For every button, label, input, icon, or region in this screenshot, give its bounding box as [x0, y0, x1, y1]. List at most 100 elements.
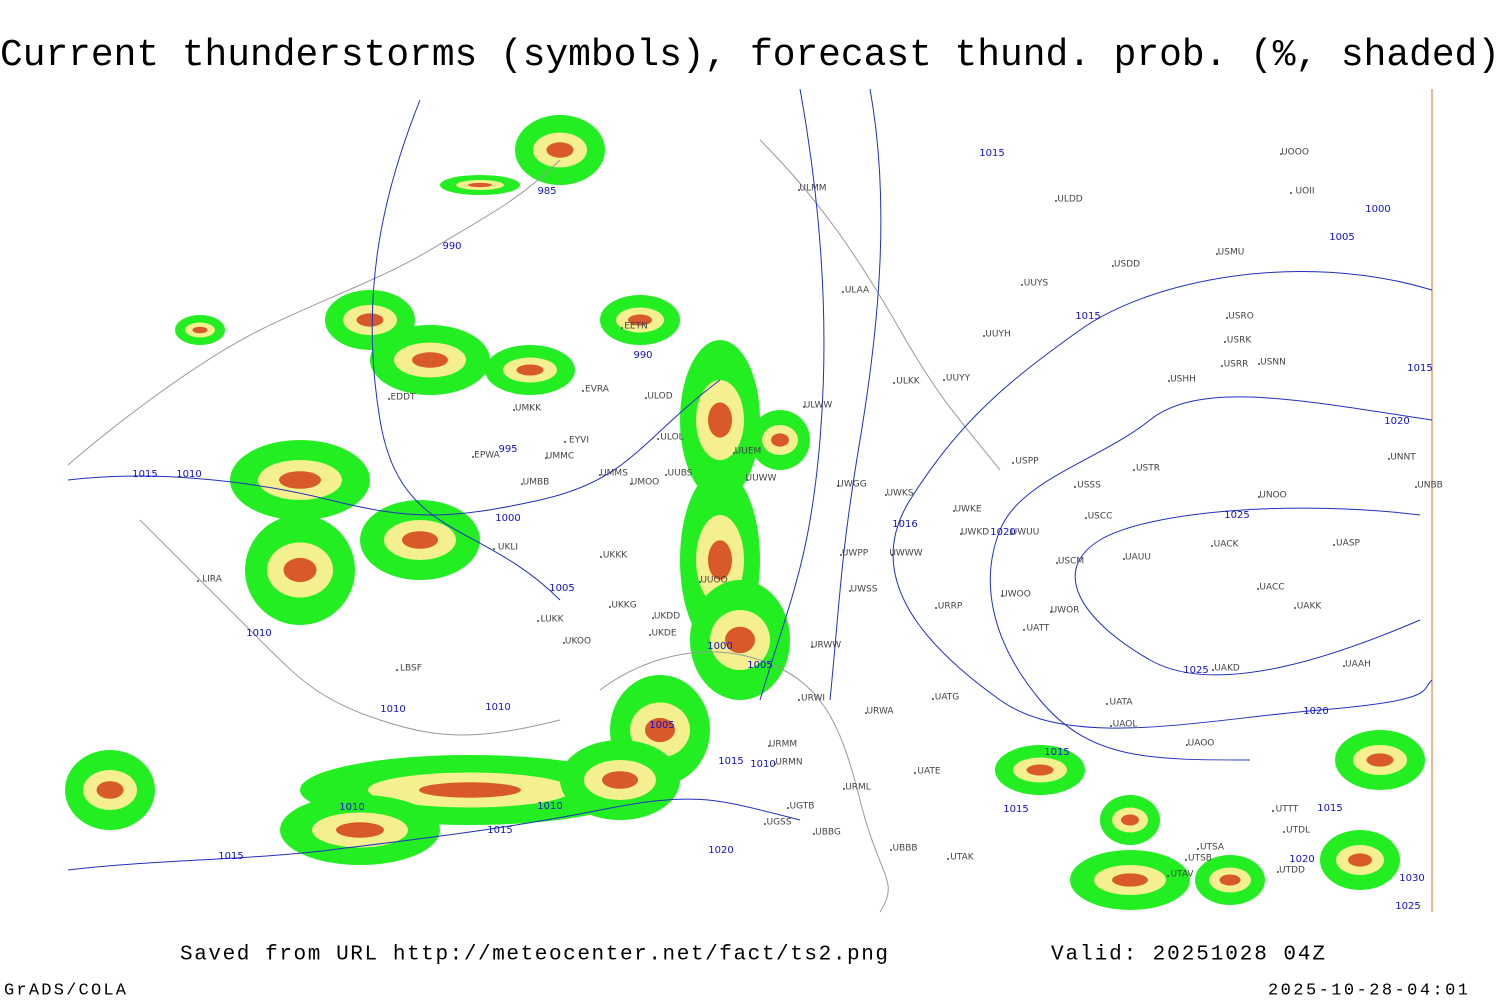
shade-high [356, 313, 384, 327]
station-dot [1290, 192, 1292, 194]
station-label: UWOO [1001, 590, 1031, 600]
station-label: ULAA [845, 286, 870, 296]
station-label: UNOO [1259, 491, 1287, 501]
shade-high [1026, 764, 1054, 776]
shade-high [645, 717, 675, 743]
station-label: LIRA [202, 575, 223, 585]
station-label: URWA [866, 707, 894, 717]
station-dot [563, 642, 565, 644]
station-label: UWOR [1051, 606, 1080, 616]
shade-high [771, 433, 789, 447]
coastline [139, 519, 561, 736]
station-dot [493, 548, 495, 550]
station-label: EPWA [474, 451, 501, 461]
station-dot [388, 398, 390, 400]
station-label: UBBG [815, 828, 841, 838]
station-label: UKDD [654, 612, 680, 622]
station-label: UGTB [790, 802, 815, 812]
station-dot [1085, 517, 1087, 519]
station-dot [843, 788, 845, 790]
isobar-label: 1030 [1399, 873, 1424, 884]
station-dot [1186, 744, 1188, 746]
isobar-label: 1010 [485, 702, 510, 713]
shade-high [468, 182, 492, 188]
station-dot [733, 452, 735, 454]
software: GrADS/COLA [4, 981, 127, 1000]
isobar-label: 1010 [750, 759, 775, 770]
station-label: UOII [1296, 187, 1315, 197]
station-dot [1415, 486, 1417, 488]
isobar-label: 1010 [537, 801, 562, 812]
station-label: UKLI [498, 543, 518, 553]
station-dot [787, 807, 789, 809]
station-label: UAKD [1214, 664, 1240, 674]
station-label: EYVI [569, 436, 589, 446]
station-dot [774, 763, 776, 765]
station-dot [1185, 859, 1187, 861]
isobar-label: 1000 [707, 641, 732, 652]
station-label: URWI [801, 694, 825, 704]
shade-high [516, 364, 544, 376]
station-label: ULWW [804, 401, 833, 411]
station-label: UWKS [886, 489, 913, 499]
station-label: EETN [624, 322, 648, 332]
station-label: UWGG [837, 480, 866, 490]
shade-high [283, 557, 317, 583]
isobar [759, 88, 825, 701]
station-dot [1216, 253, 1218, 255]
station-label: UUYY [946, 374, 971, 384]
station-label: UTSB [1188, 854, 1212, 864]
station-label: USNN [1260, 358, 1286, 368]
shade-high [1219, 874, 1241, 886]
station-label: ULMM [799, 184, 826, 194]
station-label: UGSS [767, 818, 792, 828]
station-label: URMM [769, 740, 797, 750]
shade-high [96, 781, 124, 799]
shade-high [1366, 753, 1394, 767]
station-dot [1280, 153, 1282, 155]
station-dot [1224, 341, 1226, 343]
station-label: UKDE [651, 629, 676, 639]
isobar [371, 99, 561, 601]
station-label: UWKD [961, 528, 989, 538]
isobar-label: 1015 [1075, 311, 1100, 322]
station-label: UTSA [1200, 843, 1225, 853]
isobar-label: 1025 [1224, 510, 1249, 521]
shade-high [1121, 814, 1139, 826]
shade-high [708, 540, 732, 580]
station-dot [621, 327, 623, 329]
station-label: LUKK [541, 615, 565, 625]
shade-high [1112, 873, 1148, 887]
station-dot [893, 382, 895, 384]
isobar-label: 1025 [1183, 665, 1208, 676]
station-label: UNBB [1417, 481, 1443, 491]
station-label: UMBB [523, 478, 550, 488]
station-dot [652, 617, 654, 619]
isobar-label: 1020 [1289, 854, 1314, 865]
station-label: ULOL [660, 433, 683, 443]
station-label: UTDD [1279, 866, 1305, 876]
station-dot [960, 533, 962, 535]
isobar-label: 1020 [1384, 416, 1409, 427]
station-dot [1010, 533, 1012, 535]
station-label: UATA [1109, 698, 1133, 708]
shade-high [725, 626, 755, 654]
station-label: UACK [1214, 540, 1240, 550]
station-dot [582, 390, 584, 392]
timestamp: 2025-10-28-04:01 [1268, 981, 1468, 1000]
station-dot [513, 409, 515, 411]
station-label: LBSF [400, 664, 422, 674]
coastline [599, 651, 889, 913]
isobar-label: 1010 [246, 628, 271, 639]
station-dot [1023, 629, 1025, 631]
valid-time: Valid: 20251028 04Z [1051, 944, 1325, 967]
station-label: UUEM [735, 447, 762, 457]
shade-high [628, 314, 652, 326]
station-label: UATG [935, 693, 960, 703]
isobar-label: 1015 [132, 469, 157, 480]
station-dot [1055, 200, 1057, 202]
station-dot [849, 590, 851, 592]
coastline [67, 159, 561, 466]
station-dot [764, 823, 766, 825]
station-dot [1123, 558, 1125, 560]
